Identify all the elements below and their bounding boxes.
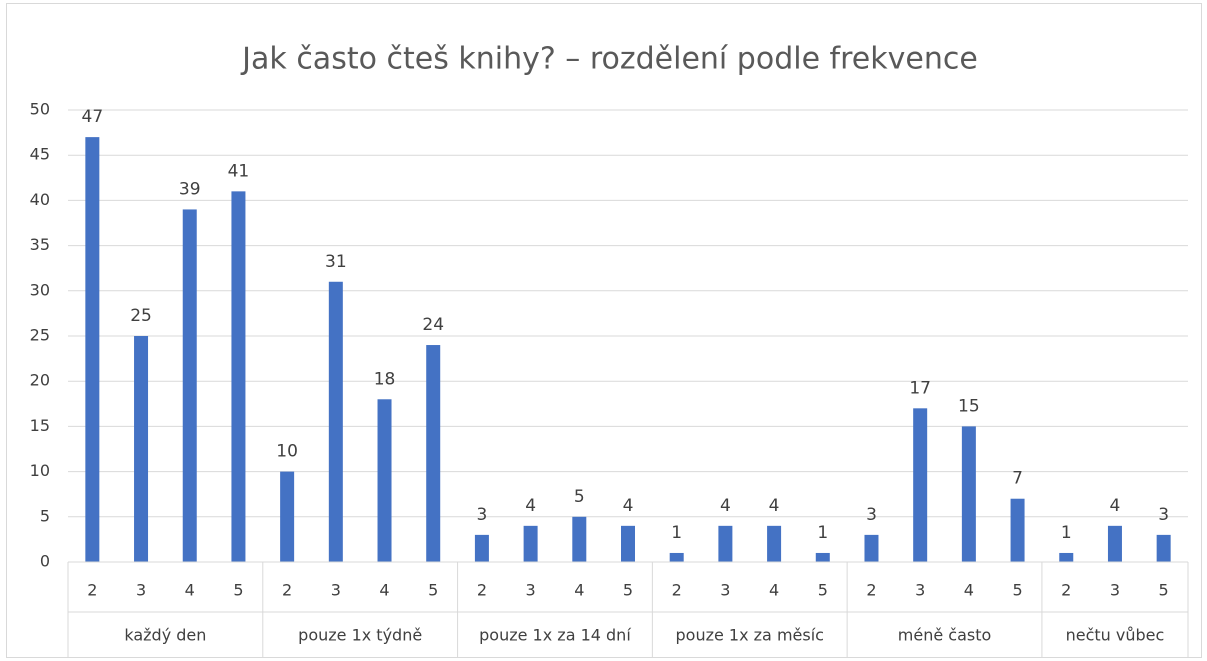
y-tick-label: 0 <box>40 552 50 571</box>
bar <box>377 399 392 562</box>
x-tick-label: 3 <box>136 581 146 600</box>
x-tick-label: 3 <box>526 581 536 600</box>
data-label: 5 <box>574 487 585 507</box>
bar <box>621 525 635 562</box>
x-tick-label: 5 <box>233 581 243 600</box>
data-label: 39 <box>179 179 201 199</box>
x-tick-label: 3 <box>915 581 925 600</box>
data-label: 7 <box>1012 469 1023 489</box>
bar <box>474 534 489 562</box>
bar <box>328 281 343 562</box>
x-tick-label: 2 <box>87 581 97 600</box>
bar <box>1107 525 1122 562</box>
bar <box>523 525 538 562</box>
data-label: 4 <box>769 496 780 516</box>
data-label: 47 <box>82 107 104 127</box>
bar <box>815 552 830 562</box>
chart-border <box>6 3 1202 658</box>
x-tick-label: 5 <box>623 581 633 600</box>
x-tick-label: 5 <box>1159 581 1169 600</box>
group-label: nečtu vůbec <box>1066 626 1165 645</box>
x-tick-label: 2 <box>672 581 682 600</box>
data-label: 15 <box>958 396 980 416</box>
group-label: pouze 1x za měsíc <box>676 626 824 645</box>
y-tick-label: 10 <box>30 461 50 480</box>
x-tick-label: 5 <box>1012 581 1022 600</box>
x-tick-label: 5 <box>428 581 438 600</box>
group-label: každý den <box>124 626 206 645</box>
data-label: 10 <box>276 442 298 462</box>
data-label: 3 <box>1158 505 1169 525</box>
x-tick-label: 5 <box>818 581 828 600</box>
x-tick-label: 2 <box>1061 581 1071 600</box>
bar <box>767 525 782 562</box>
x-tick-label: 2 <box>866 581 876 600</box>
bar <box>913 408 928 562</box>
bar <box>718 525 733 562</box>
data-label: 41 <box>228 161 250 181</box>
y-tick-label: 15 <box>30 416 50 435</box>
y-tick-label: 25 <box>30 326 50 345</box>
data-label: 4 <box>623 496 634 516</box>
bar <box>426 345 441 562</box>
y-tick-label: 5 <box>40 506 50 525</box>
data-label: 4 <box>525 496 536 516</box>
chart-title: Jak často čteš knihy? – rozdělení podle … <box>240 42 978 77</box>
data-label: 3 <box>476 505 487 525</box>
data-label: 18 <box>374 369 396 389</box>
x-tick-label: 4 <box>769 581 779 600</box>
data-label: 4 <box>1110 496 1121 516</box>
x-tick-label: 4 <box>185 581 195 600</box>
data-label: 4 <box>720 496 731 516</box>
x-tick-label: 3 <box>720 581 730 600</box>
data-label: 31 <box>325 252 347 272</box>
bar <box>182 209 197 562</box>
y-tick-label: 30 <box>30 280 50 299</box>
data-label: 25 <box>130 306 152 326</box>
bar <box>1156 534 1171 562</box>
data-label: 3 <box>866 505 877 525</box>
x-tick-label: 3 <box>331 581 341 600</box>
bar <box>572 516 587 562</box>
data-label: 1 <box>1061 523 1072 543</box>
bar <box>1010 498 1025 562</box>
group-label: pouze 1x týdně <box>298 626 422 645</box>
y-tick-label: 20 <box>30 371 50 390</box>
x-tick-label: 2 <box>477 581 487 600</box>
bar <box>231 191 246 563</box>
bar <box>85 137 100 562</box>
x-tick-label: 2 <box>282 581 292 600</box>
bar <box>134 336 149 562</box>
data-label: 1 <box>817 523 828 543</box>
bar <box>280 471 295 562</box>
group-label: pouze 1x za 14 dní <box>479 626 631 645</box>
x-tick-label: 3 <box>1110 581 1120 600</box>
bar <box>669 552 684 562</box>
y-tick-label: 40 <box>30 190 50 209</box>
x-tick-label: 4 <box>964 581 974 600</box>
x-tick-label: 4 <box>379 581 389 600</box>
bar <box>1059 552 1074 562</box>
y-tick-label: 45 <box>30 145 50 164</box>
data-label: 1 <box>671 523 682 543</box>
x-tick-label: 4 <box>574 581 584 600</box>
y-tick-label: 35 <box>30 235 50 254</box>
data-label: 17 <box>909 378 931 398</box>
data-label: 24 <box>422 315 444 335</box>
bar <box>864 534 879 562</box>
group-label: méně často <box>898 626 992 645</box>
y-tick-label: 50 <box>30 100 50 119</box>
bar <box>961 426 976 562</box>
